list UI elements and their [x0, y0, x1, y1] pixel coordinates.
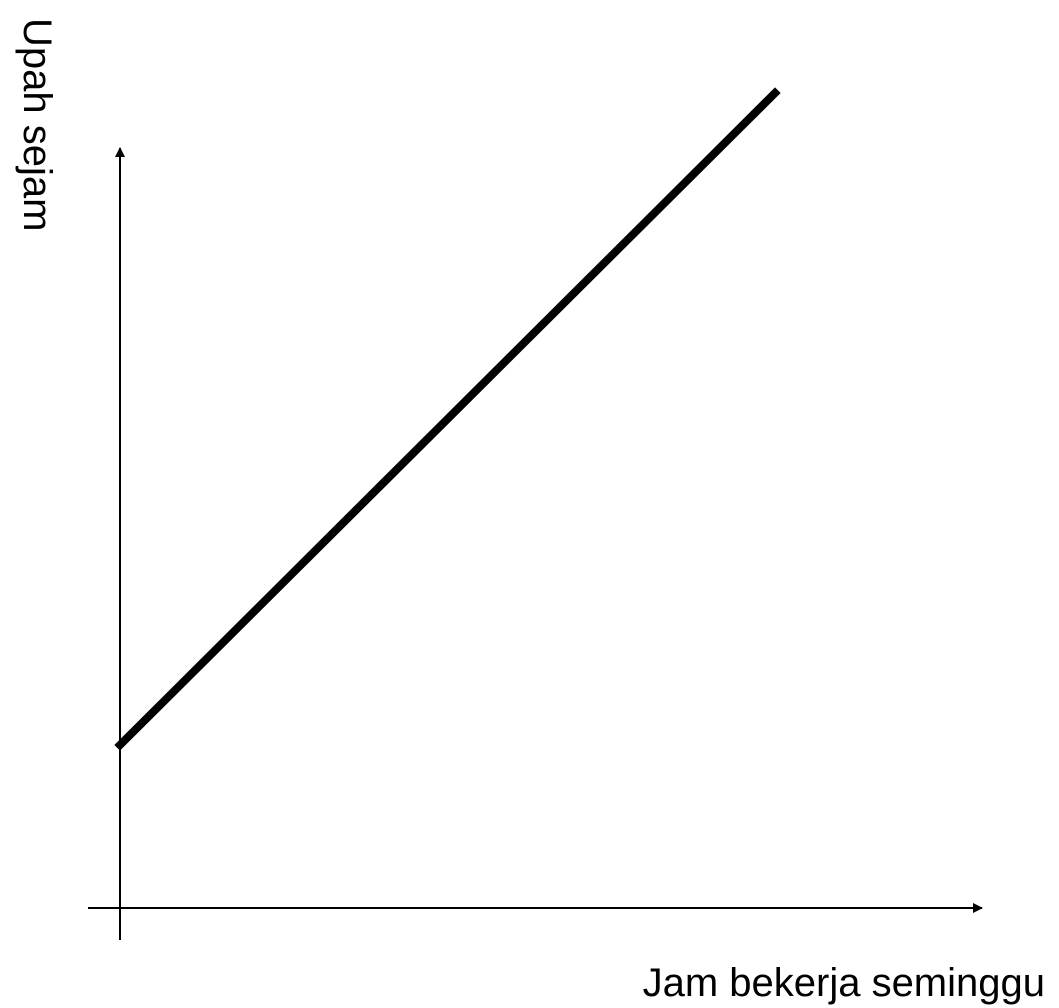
y-axis-title: Upah sejam	[15, 18, 59, 231]
series-layer	[114, 87, 781, 751]
series-line-1	[114, 87, 781, 751]
x-axis-title: Jam bekerja seminggu	[643, 961, 1045, 1005]
